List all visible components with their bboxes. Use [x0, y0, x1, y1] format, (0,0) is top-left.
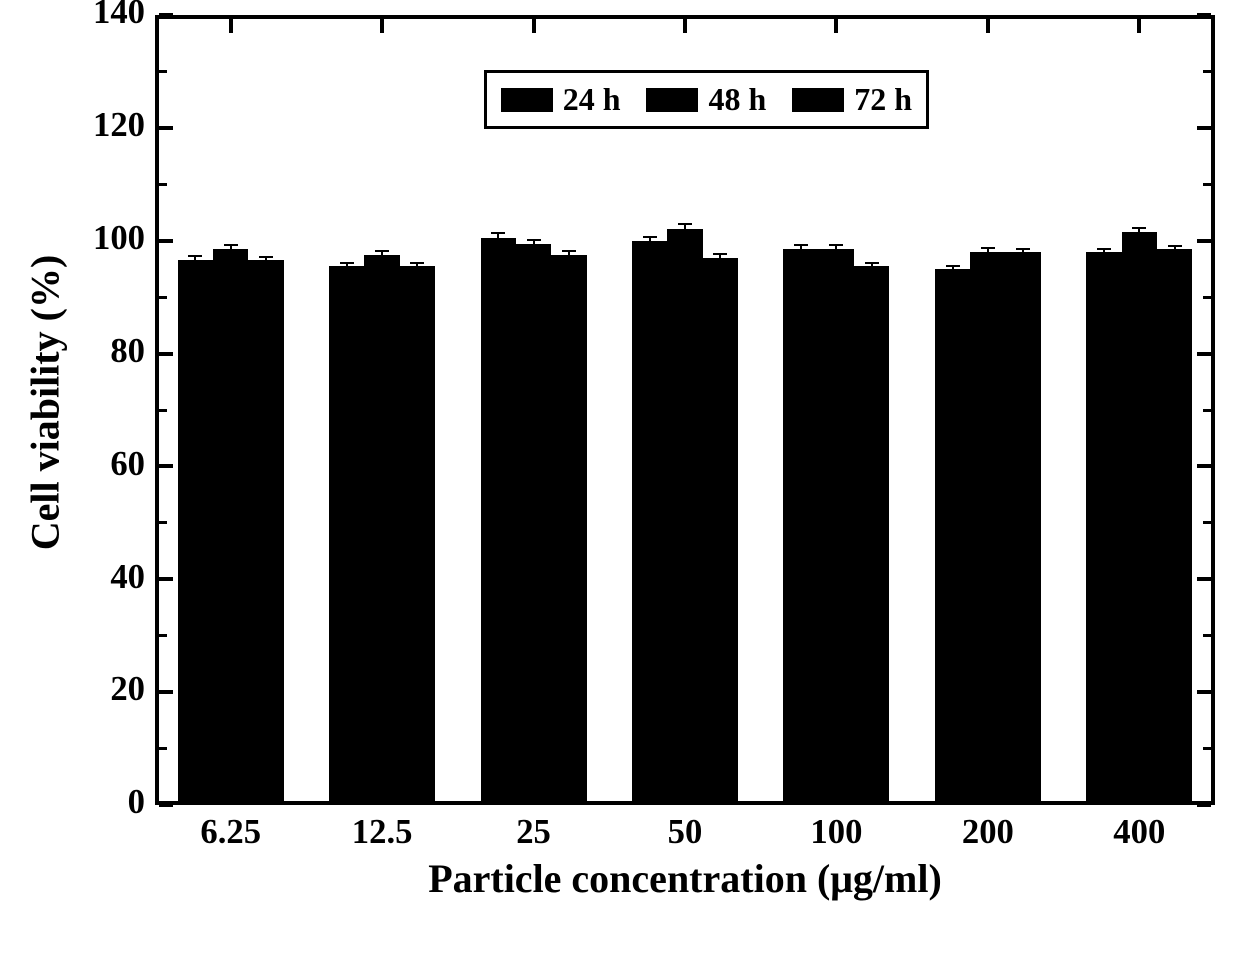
x-major-tick-bottom [380, 787, 384, 801]
x-major-tick-bottom [986, 787, 990, 801]
y-tick-label: 0 [35, 783, 145, 822]
error-bar-cap [1097, 248, 1111, 250]
error-bar-cap [981, 247, 995, 249]
x-major-tick-bottom [683, 787, 687, 801]
legend-item: 72 h [792, 81, 912, 118]
error-bar-cap [188, 255, 202, 257]
error-bar-cap [491, 232, 505, 234]
x-major-tick-bottom [229, 787, 233, 801]
y-major-tick-left [159, 126, 173, 130]
error-bar-cap [1132, 227, 1146, 229]
y-minor-tick-right [1203, 634, 1211, 637]
error-bar-cap [643, 236, 657, 238]
x-tick-label: 50 [609, 813, 760, 852]
plot-area [155, 15, 1215, 805]
y-minor-tick-left [159, 747, 167, 750]
x-major-tick-top [229, 19, 233, 33]
y-tick-label: 140 [35, 0, 145, 32]
y-axis-line-right [1211, 15, 1215, 805]
y-minor-tick-left [159, 183, 167, 186]
y-major-tick-right [1197, 126, 1211, 130]
y-major-tick-left [159, 464, 173, 468]
error-bar-cap [794, 244, 808, 246]
y-tick-label: 20 [35, 670, 145, 709]
x-major-tick-bottom [834, 787, 838, 801]
y-minor-tick-right [1203, 183, 1211, 186]
y-tick-label: 40 [35, 558, 145, 597]
y-major-tick-left [159, 690, 173, 694]
error-bar-cap [375, 250, 389, 252]
x-major-tick-bottom [1137, 787, 1141, 801]
x-tick-label: 6.25 [155, 813, 306, 852]
legend: 24 h 48 h 72 h [484, 70, 929, 129]
x-tick-label: 25 [458, 813, 609, 852]
error-bar-cap [946, 265, 960, 267]
legend-swatch [501, 88, 553, 112]
error-bar-cap [829, 244, 843, 246]
y-minor-tick-right [1203, 296, 1211, 299]
legend-swatch [792, 88, 844, 112]
x-tick-label: 100 [761, 813, 912, 852]
error-bar-cap [562, 250, 576, 252]
y-minor-tick-right [1203, 70, 1211, 73]
x-axis-title: Particle concentration (μg/ml) [155, 855, 1215, 902]
y-major-tick-right [1197, 239, 1211, 243]
y-major-tick-right [1197, 577, 1211, 581]
y-major-tick-right [1197, 464, 1211, 468]
y-minor-tick-right [1203, 521, 1211, 524]
y-tick-label: 60 [35, 445, 145, 484]
error-bar-cap [865, 262, 879, 264]
error-bar-cap [340, 262, 354, 264]
x-major-tick-top [532, 19, 536, 33]
x-major-tick-top [1137, 19, 1141, 33]
x-tick-label: 200 [912, 813, 1063, 852]
error-bar-cap [224, 244, 238, 246]
y-major-tick-left [159, 577, 173, 581]
x-tick-label: 12.5 [306, 813, 457, 852]
error-bar-cap [410, 262, 424, 264]
error-bar-cap [678, 223, 692, 225]
y-major-tick-right [1197, 13, 1211, 17]
y-tick-label: 80 [35, 332, 145, 371]
error-bar-cap [1168, 245, 1182, 247]
y-major-tick-left [159, 13, 173, 17]
y-minor-tick-left [159, 296, 167, 299]
error-bar-cap [1016, 248, 1030, 250]
y-minor-tick-left [159, 521, 167, 524]
y-tick-label: 120 [35, 106, 145, 145]
x-major-tick-top [834, 19, 838, 33]
legend-item: 24 h [501, 81, 621, 118]
legend-swatch [646, 88, 698, 112]
error-bar-cap [527, 239, 541, 241]
y-tick-label: 100 [35, 219, 145, 258]
y-major-tick-right [1197, 352, 1211, 356]
y-major-tick-right [1197, 690, 1211, 694]
y-minor-tick-left [159, 409, 167, 412]
x-major-tick-top [986, 19, 990, 33]
x-major-tick-top [380, 19, 384, 33]
legend-label: 24 h [563, 81, 621, 118]
y-major-tick-right [1197, 803, 1211, 807]
x-axis-line-bottom [155, 801, 1215, 805]
error-bar-cap [259, 256, 273, 258]
x-tick-label: 400 [1064, 813, 1215, 852]
y-minor-tick-left [159, 70, 167, 73]
y-major-tick-left [159, 803, 173, 807]
y-major-tick-left [159, 239, 173, 243]
x-major-tick-top [683, 19, 687, 33]
error-bar-cap [713, 253, 727, 255]
legend-label: 48 h [708, 81, 766, 118]
y-minor-tick-left [159, 634, 167, 637]
y-minor-tick-right [1203, 747, 1211, 750]
legend-label: 72 h [854, 81, 912, 118]
y-minor-tick-right [1203, 409, 1211, 412]
x-major-tick-bottom [532, 787, 536, 801]
y-major-tick-left [159, 352, 173, 356]
legend-item: 48 h [646, 81, 766, 118]
cell-viability-chart: Cell viability (%) Particle concentratio… [0, 0, 1240, 959]
